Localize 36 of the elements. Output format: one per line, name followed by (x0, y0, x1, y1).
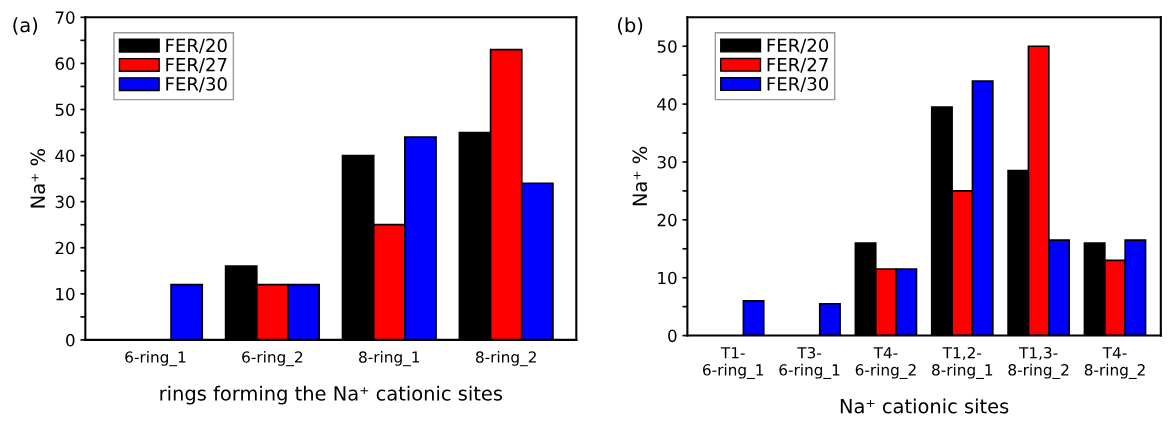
x-tick-label: 6-ring_2 (242, 351, 303, 367)
y-tick-label: 10 (658, 271, 677, 285)
x-tick-label: 8-ring_2 (475, 351, 536, 367)
legend-label: FER/20 (166, 38, 227, 54)
chart-title: (a) (13, 17, 38, 35)
x-tick-label: T3- 6-ring_1 (779, 346, 840, 379)
x-tick-label: T1,2- 8-ring_1 (932, 346, 993, 379)
chart-title: (b) (618, 17, 643, 35)
x-tick-label: T4- 6-ring_2 (855, 347, 916, 379)
legend-label: FER/20 (767, 38, 829, 54)
x-tick-label: T1,3- 8-ring_2 (1008, 346, 1069, 379)
y-tick-label: 40 (55, 149, 75, 163)
y-axis-title: Na⁺ % (30, 149, 46, 208)
y-tick-label: 40 (657, 98, 677, 111)
y-tick-label: 0 (668, 329, 677, 343)
x-tick-label: T1- 6-ring_1 (703, 347, 764, 379)
x-axis-title: rings forming the Na⁺ cationic sites (160, 385, 503, 405)
y-tick-label: 70 (55, 11, 75, 24)
legend-label: FER/30 (767, 77, 829, 93)
y-tick-label: 60 (55, 57, 75, 70)
y-tick-label: 50 (657, 40, 677, 53)
y-tick-label: 30 (657, 155, 677, 169)
y-tick-label: 30 (55, 195, 75, 209)
y-axis-title: Na⁺ % (632, 146, 648, 206)
y-tick-label: 10 (56, 287, 75, 301)
legend-label: FER/30 (166, 77, 227, 93)
y-tick-label: 20 (657, 213, 677, 227)
x-tick-label: 8-ring_1 (359, 351, 420, 367)
y-tick-label: 50 (55, 103, 75, 117)
y-tick-label: 0 (66, 333, 75, 347)
legend-label: FER/27 (767, 57, 828, 73)
legend-label: FER/27 (166, 57, 227, 73)
x-axis-title: Na⁺ cationic sites (840, 398, 1009, 414)
y-tick-label: 20 (55, 241, 75, 255)
x-tick-label: 6-ring_1 (125, 351, 186, 367)
x-tick-label: T4- 8-ring_2 (1084, 347, 1145, 379)
